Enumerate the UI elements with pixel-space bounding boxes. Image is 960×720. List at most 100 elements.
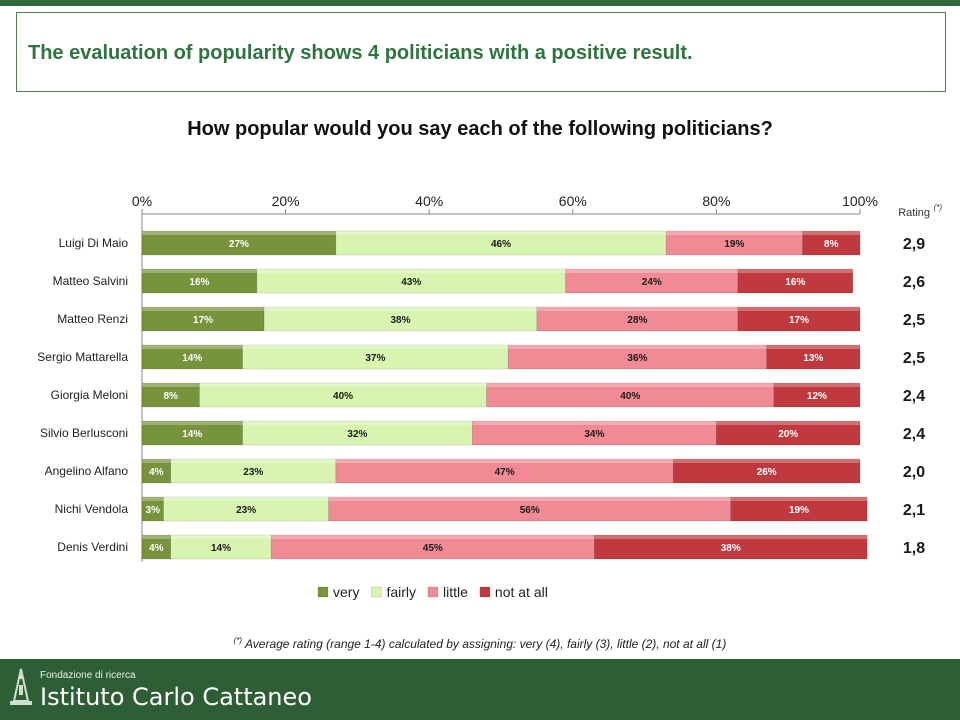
category-label: Denis Verdini [57, 540, 128, 554]
data-label: 40% [620, 391, 640, 402]
bar-segment [242, 420, 473, 446]
bar-highlight [766, 345, 860, 349]
slide-title: The evaluation of popularity shows 4 pol… [28, 42, 693, 64]
bar-highlight [716, 421, 860, 425]
data-label: 56% [520, 505, 540, 516]
data-label: 46% [491, 239, 511, 250]
bar-segment [716, 420, 861, 446]
bar-highlight [199, 383, 487, 387]
data-label: 16% [785, 277, 805, 288]
data-label: 17% [789, 315, 809, 326]
bar-segment [802, 230, 861, 256]
legend-swatch [317, 586, 329, 598]
data-label: 23% [236, 505, 256, 516]
slide-title-box: The evaluation of popularity shows 4 pol… [16, 12, 946, 92]
bar-segment [766, 344, 861, 370]
category-label: Sergio Mattarella [37, 350, 128, 364]
bar-segment [507, 344, 767, 370]
legend-swatch [479, 586, 491, 598]
bar-segment [170, 534, 272, 560]
rating-header: Rating [898, 207, 930, 219]
rating-value: 2,4 [903, 426, 925, 443]
bar-highlight [242, 345, 509, 349]
rating-value: 1,8 [903, 540, 925, 557]
bar-highlight [802, 231, 860, 235]
x-tick-label: 20% [272, 193, 300, 209]
data-label: 4% [149, 543, 164, 554]
category-label: Angelino Alfano [45, 464, 129, 478]
category-label: Luigi Di Maio [59, 236, 129, 250]
bar-segment [163, 496, 329, 522]
bar-segment [270, 534, 595, 560]
bar-highlight [335, 231, 667, 235]
data-label: 20% [778, 429, 798, 440]
bar-segment [263, 306, 538, 332]
rating-value: 2,0 [903, 464, 925, 481]
bar-segment [170, 458, 337, 484]
x-tick-label: 40% [415, 193, 443, 209]
data-label: 34% [584, 429, 604, 440]
bar-segment [594, 534, 868, 560]
data-label: 8% [824, 239, 839, 250]
bar-highlight [142, 269, 257, 273]
bar-highlight [142, 383, 200, 387]
data-label: 8% [163, 391, 178, 402]
footer-org-name: Istituto Carlo Cattaneo [40, 683, 312, 711]
bar-segment [328, 496, 732, 522]
bar-highlight [256, 269, 566, 273]
data-label: 37% [365, 353, 385, 364]
bar-segment [141, 230, 337, 256]
bar-segment [471, 420, 717, 446]
top-accent-bar [0, 0, 960, 6]
category-label: Silvio Berlusconi [40, 426, 128, 440]
data-label: 14% [182, 429, 202, 440]
bar-highlight [730, 497, 868, 501]
data-label: 27% [229, 239, 249, 250]
bar-highlight [271, 535, 595, 539]
data-label: 19% [789, 505, 809, 516]
data-label: 16% [189, 277, 209, 288]
bar-segment [737, 306, 861, 332]
data-label: 28% [627, 315, 647, 326]
rating-value: 2,1 [903, 502, 925, 519]
rating-value: 2,6 [903, 274, 925, 291]
bar-segment [536, 306, 739, 332]
x-tick-label: 80% [702, 193, 730, 209]
bar-highlight [264, 307, 537, 311]
data-label: 24% [642, 277, 662, 288]
bar-highlight [142, 231, 336, 235]
legend-label: not at all [495, 584, 548, 600]
data-label: 14% [182, 353, 202, 364]
data-label: 13% [803, 353, 823, 364]
data-label: 17% [193, 315, 213, 326]
bar-highlight [242, 421, 473, 425]
bar-segment [242, 344, 509, 370]
footer-banner: Fondazione di ricerca Istituto Carlo Cat… [0, 659, 960, 720]
category-label: Nichi Vendola [55, 502, 129, 516]
bar-highlight [565, 269, 738, 273]
bar-segment [335, 458, 674, 484]
stacked-bar-chart: 0% 20% 40% 60% 80% 100% Luigi Di Maio 27% 46% 19%… [37, 193, 943, 600]
bar-highlight [328, 497, 731, 501]
bar-highlight [737, 269, 853, 273]
footnote: (*) Average rating (range 1-4) calculate… [0, 636, 960, 651]
category-label: Matteo Renzi [57, 312, 128, 326]
bar-highlight [142, 459, 171, 463]
data-label: 40% [333, 391, 353, 402]
data-label: 36% [627, 353, 647, 364]
bar-segment [141, 344, 243, 370]
rating-value: 2,9 [903, 236, 925, 253]
data-label: 26% [757, 467, 777, 478]
bar-highlight [142, 497, 164, 501]
bar-highlight [773, 383, 860, 387]
data-label: 32% [347, 429, 367, 440]
bar-highlight [142, 535, 171, 539]
rating-header-marker: (*) [934, 203, 943, 212]
rating-value: 2,4 [903, 388, 925, 405]
legend-label: little [443, 584, 468, 600]
bar-highlight [486, 383, 774, 387]
bar-segment [199, 382, 487, 408]
x-tick-label: 0% [132, 193, 152, 209]
bar-highlight [170, 459, 336, 463]
category-label: Giorgia Meloni [51, 388, 128, 402]
